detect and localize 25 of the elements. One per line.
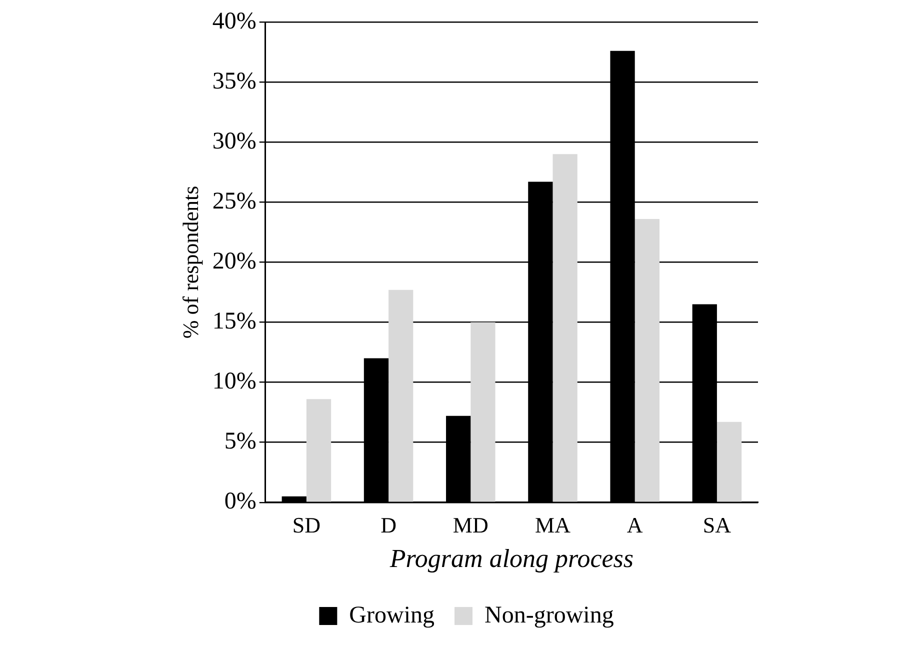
x-tick-label: SA — [702, 512, 732, 538]
x-tick-label: MA — [535, 512, 571, 538]
bar — [716, 422, 742, 502]
bar — [552, 154, 578, 502]
y-tick-label: 40% — [212, 8, 256, 34]
x-tick-label: MD — [452, 512, 488, 538]
y-tick-label: 25% — [212, 188, 256, 214]
bar — [388, 290, 414, 502]
y-axis-title: % of respondents — [178, 186, 203, 339]
y-tick-label: 5% — [224, 428, 256, 455]
x-tick-label: D — [380, 512, 396, 538]
y-tick-label: 0% — [224, 488, 256, 515]
y-tick-label: 15% — [212, 308, 256, 335]
y-tick-label: 20% — [212, 248, 256, 274]
bar — [470, 322, 496, 502]
y-tick-label: 35% — [212, 68, 256, 94]
y-tick-label: 30% — [212, 128, 256, 154]
y-tick-label: 10% — [212, 368, 256, 395]
bar — [306, 399, 332, 502]
legend-label: Growing — [349, 602, 435, 628]
x-tick-label: A — [626, 512, 643, 538]
x-tick-label: SD — [292, 512, 321, 538]
x-axis-title: Program along process — [388, 544, 634, 574]
legend-label: Non-growing — [484, 602, 614, 628]
bar — [634, 218, 660, 502]
